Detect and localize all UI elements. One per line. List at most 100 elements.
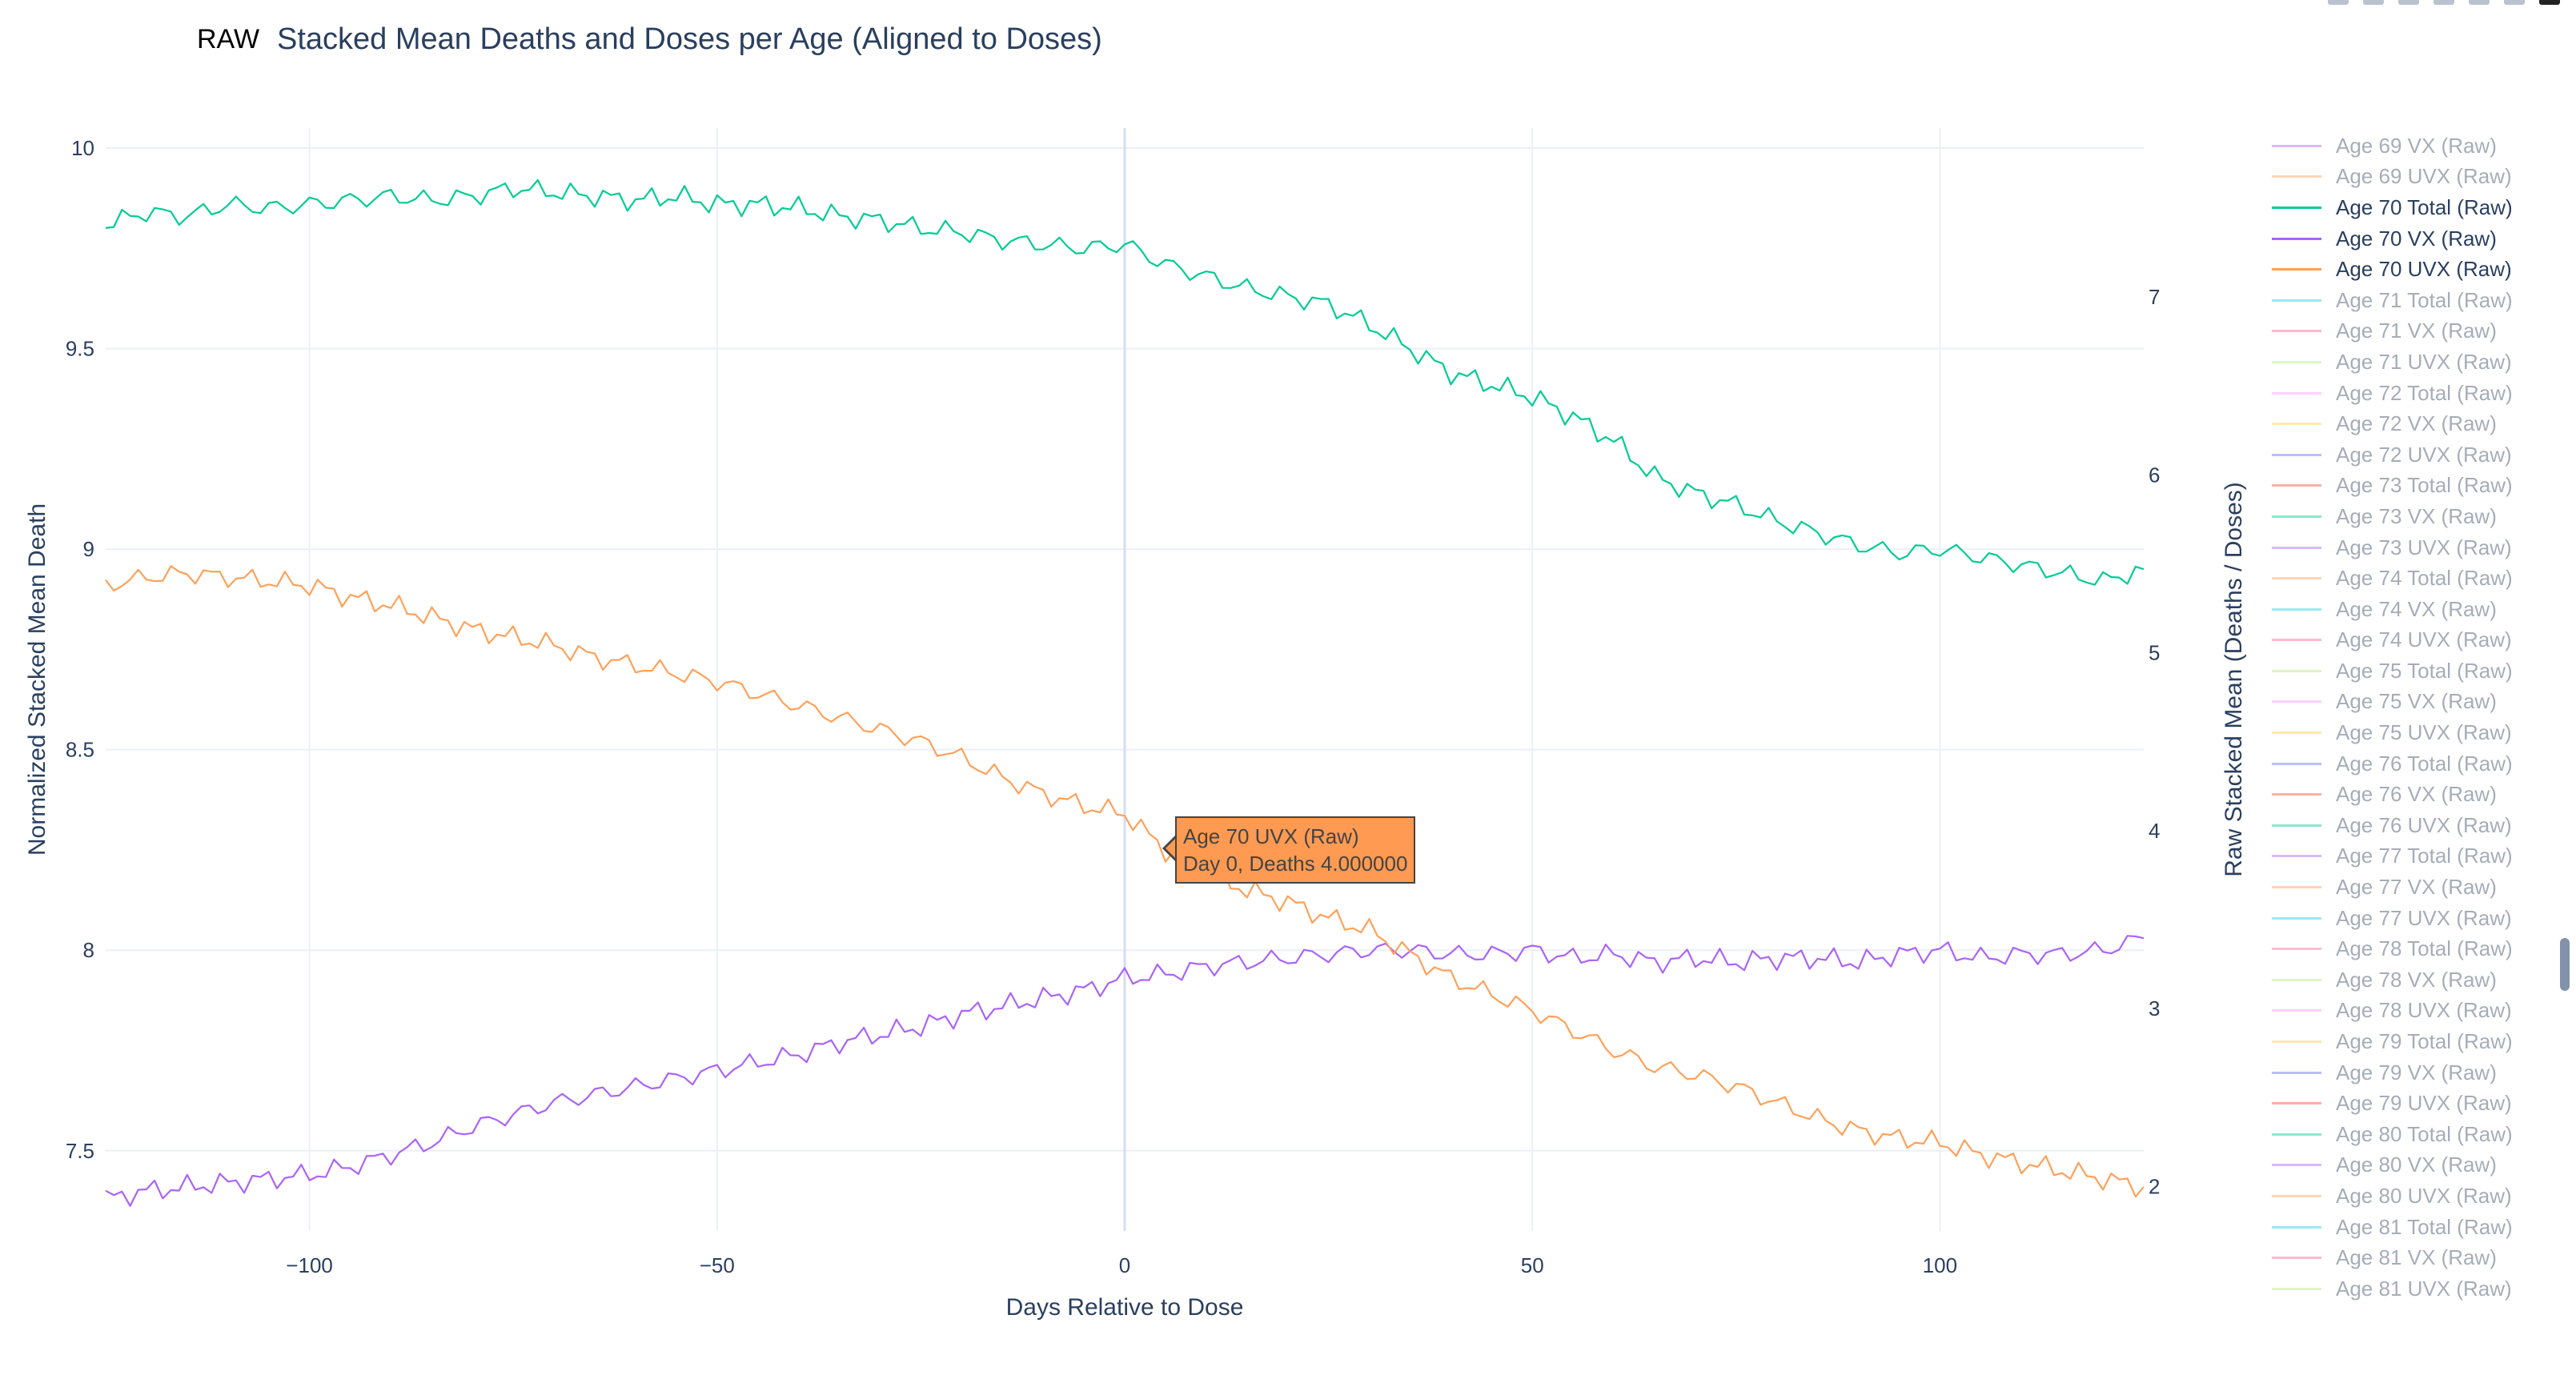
legend-label: Age 74 UVX (Raw): [2336, 627, 2512, 652]
legend-swatch: [2272, 732, 2321, 735]
tooltip-detail: Day 0, Deaths 4.000000: [1183, 852, 1408, 876]
mode-badge[interactable]: RAW: [197, 24, 260, 54]
legend-item[interactable]: Age 79 UVX (Raw): [2272, 1088, 2536, 1119]
pan-icon[interactable]: [2363, 0, 2384, 5]
legend-swatch: [2272, 577, 2321, 580]
reset-axes-icon[interactable]: [2504, 0, 2525, 5]
legend-item[interactable]: Age 75 Total (Raw): [2272, 655, 2536, 687]
legend-swatch: [2272, 1225, 2321, 1229]
y-tick-label: 10: [71, 136, 94, 160]
legend-label: Age 74 Total (Raw): [2336, 566, 2513, 591]
legend-item[interactable]: Age 71 UVX (Raw): [2272, 347, 2536, 378]
legend-swatch: [2272, 669, 2321, 672]
legend-label: Age 81 UVX (Raw): [2336, 1276, 2512, 1301]
legend-item[interactable]: Age 79 VX (Raw): [2272, 1057, 2536, 1088]
legend-swatch: [2272, 1102, 2321, 1105]
legend-item[interactable]: Age 79 Total (Raw): [2272, 1026, 2536, 1057]
legend-label: Age 73 VX (Raw): [2336, 503, 2497, 528]
legend-swatch: [2272, 546, 2321, 549]
x-axis-title: Days Relative to Dose: [1006, 1294, 1244, 1321]
y-axis-title: Normalized Stacked Mean Death: [24, 503, 50, 856]
legend-swatch: [2272, 360, 2321, 363]
legend-label: Age 69 VX (Raw): [2336, 133, 2497, 158]
legend-label: Age 75 VX (Raw): [2336, 689, 2497, 714]
legend-item[interactable]: Age 75 VX (Raw): [2272, 687, 2536, 718]
zoom-icon[interactable]: [2328, 0, 2349, 5]
y2-tick-label: 7: [2149, 285, 2160, 309]
legend-item[interactable]: Age 77 VX (Raw): [2272, 872, 2536, 903]
legend-label: Age 72 UVX (Raw): [2336, 442, 2512, 467]
legend-item[interactable]: Age 77 UVX (Raw): [2272, 903, 2536, 934]
legend-label: Age 79 Total (Raw): [2336, 1029, 2513, 1054]
legend-label: Age 77 Total (Raw): [2336, 844, 2513, 868]
legend[interactable]: Age 69 VX (Raw) Age 69 UVX (Raw) Age 70 To…: [2272, 130, 2536, 1304]
legend-item[interactable]: Age 72 UVX (Raw): [2272, 439, 2536, 471]
legend-item[interactable]: Age 72 Total (Raw): [2272, 378, 2536, 409]
legend-swatch: [2272, 824, 2321, 827]
legend-item[interactable]: Age 77 Total (Raw): [2272, 841, 2536, 872]
series-line: [105, 565, 2145, 1198]
legend-swatch: [2272, 423, 2321, 426]
legend-item[interactable]: Age 76 Total (Raw): [2272, 748, 2536, 780]
legend-swatch: [2272, 1040, 2321, 1044]
zoom-in-icon[interactable]: [2398, 0, 2419, 5]
legend-item[interactable]: Age 74 Total (Raw): [2272, 563, 2536, 594]
legend-item[interactable]: Age 81 VX (Raw): [2272, 1242, 2536, 1273]
legend-label: Age 76 VX (Raw): [2336, 782, 2497, 807]
legend-label: Age 72 VX (Raw): [2336, 411, 2497, 436]
legend-label: Age 72 Total (Raw): [2336, 380, 2513, 405]
legend-label: Age 73 Total (Raw): [2336, 473, 2513, 498]
legend-swatch: [2272, 144, 2321, 147]
legend-item[interactable]: Age 70 VX (Raw): [2272, 223, 2536, 255]
legend-item[interactable]: Age 72 VX (Raw): [2272, 408, 2536, 439]
legend-item[interactable]: Age 78 VX (Raw): [2272, 964, 2536, 996]
legend-item[interactable]: Age 74 VX (Raw): [2272, 594, 2536, 625]
legend-item[interactable]: Age 78 Total (Raw): [2272, 933, 2536, 964]
legend-item[interactable]: Age 74 UVX (Raw): [2272, 625, 2536, 656]
legend-item[interactable]: Age 80 UVX (Raw): [2272, 1181, 2536, 1212]
legend-item[interactable]: Age 73 UVX (Raw): [2272, 532, 2536, 563]
legend-label: Age 79 VX (Raw): [2336, 1060, 2497, 1084]
legend-item[interactable]: Age 76 VX (Raw): [2272, 779, 2536, 810]
legend-label: Age 75 Total (Raw): [2336, 658, 2513, 683]
legend-item[interactable]: Age 80 Total (Raw): [2272, 1119, 2536, 1150]
legend-item[interactable]: Age 76 UVX (Raw): [2272, 810, 2536, 841]
legend-swatch: [2272, 237, 2321, 240]
legend-item[interactable]: Age 70 UVX (Raw): [2272, 254, 2536, 285]
legend-item[interactable]: Age 73 Total (Raw): [2272, 471, 2536, 502]
legend-item[interactable]: Age 81 Total (Raw): [2272, 1212, 2536, 1243]
legend-swatch: [2272, 1164, 2321, 1167]
legend-label: Age 75 UVX (Raw): [2336, 720, 2512, 745]
legend-item[interactable]: Age 71 VX (Raw): [2272, 316, 2536, 347]
y-tick-label: 9: [83, 537, 94, 561]
legend-swatch: [2272, 484, 2321, 487]
x-tick-label: 100: [1923, 1253, 1957, 1277]
legend-item[interactable]: Age 70 Total (Raw): [2272, 192, 2536, 223]
autoscale-icon[interactable]: [2469, 0, 2490, 5]
legend-item[interactable]: Age 69 VX (Raw): [2272, 130, 2536, 162]
legend-item[interactable]: Age 81 UVX (Raw): [2272, 1273, 2536, 1304]
legend-label: Age 76 UVX (Raw): [2336, 812, 2512, 837]
legend-label: Age 73 UVX (Raw): [2336, 535, 2512, 559]
legend-item[interactable]: Age 71 Total (Raw): [2272, 285, 2536, 316]
tooltip-series: Age 70 UVX (Raw): [1183, 824, 1359, 848]
legend-item[interactable]: Age 73 VX (Raw): [2272, 501, 2536, 532]
legend-item[interactable]: Age 69 UVX (Raw): [2272, 162, 2536, 193]
zoom-out-icon[interactable]: [2434, 0, 2454, 5]
legend-item[interactable]: Age 75 UVX (Raw): [2272, 717, 2536, 748]
legend-swatch: [2272, 1009, 2321, 1012]
plotly-logo-icon[interactable]: [2539, 0, 2560, 5]
legend-swatch: [2272, 1071, 2321, 1074]
legend-swatch: [2272, 700, 2321, 704]
legend-label: Age 81 VX (Raw): [2336, 1245, 2497, 1270]
legend-label: Age 74 VX (Raw): [2336, 596, 2497, 621]
plot-toolbar[interactable]: [2328, 0, 2560, 6]
legend-item[interactable]: Age 78 UVX (Raw): [2272, 996, 2536, 1027]
legend-label: Age 70 Total (Raw): [2336, 194, 2513, 219]
legend-item[interactable]: Age 80 VX (Raw): [2272, 1150, 2536, 1181]
legend-swatch: [2272, 793, 2321, 796]
y-tick-label: 8: [83, 938, 94, 962]
legend-swatch: [2272, 1287, 2321, 1290]
legend-scrollbar[interactable]: [2560, 938, 2570, 991]
